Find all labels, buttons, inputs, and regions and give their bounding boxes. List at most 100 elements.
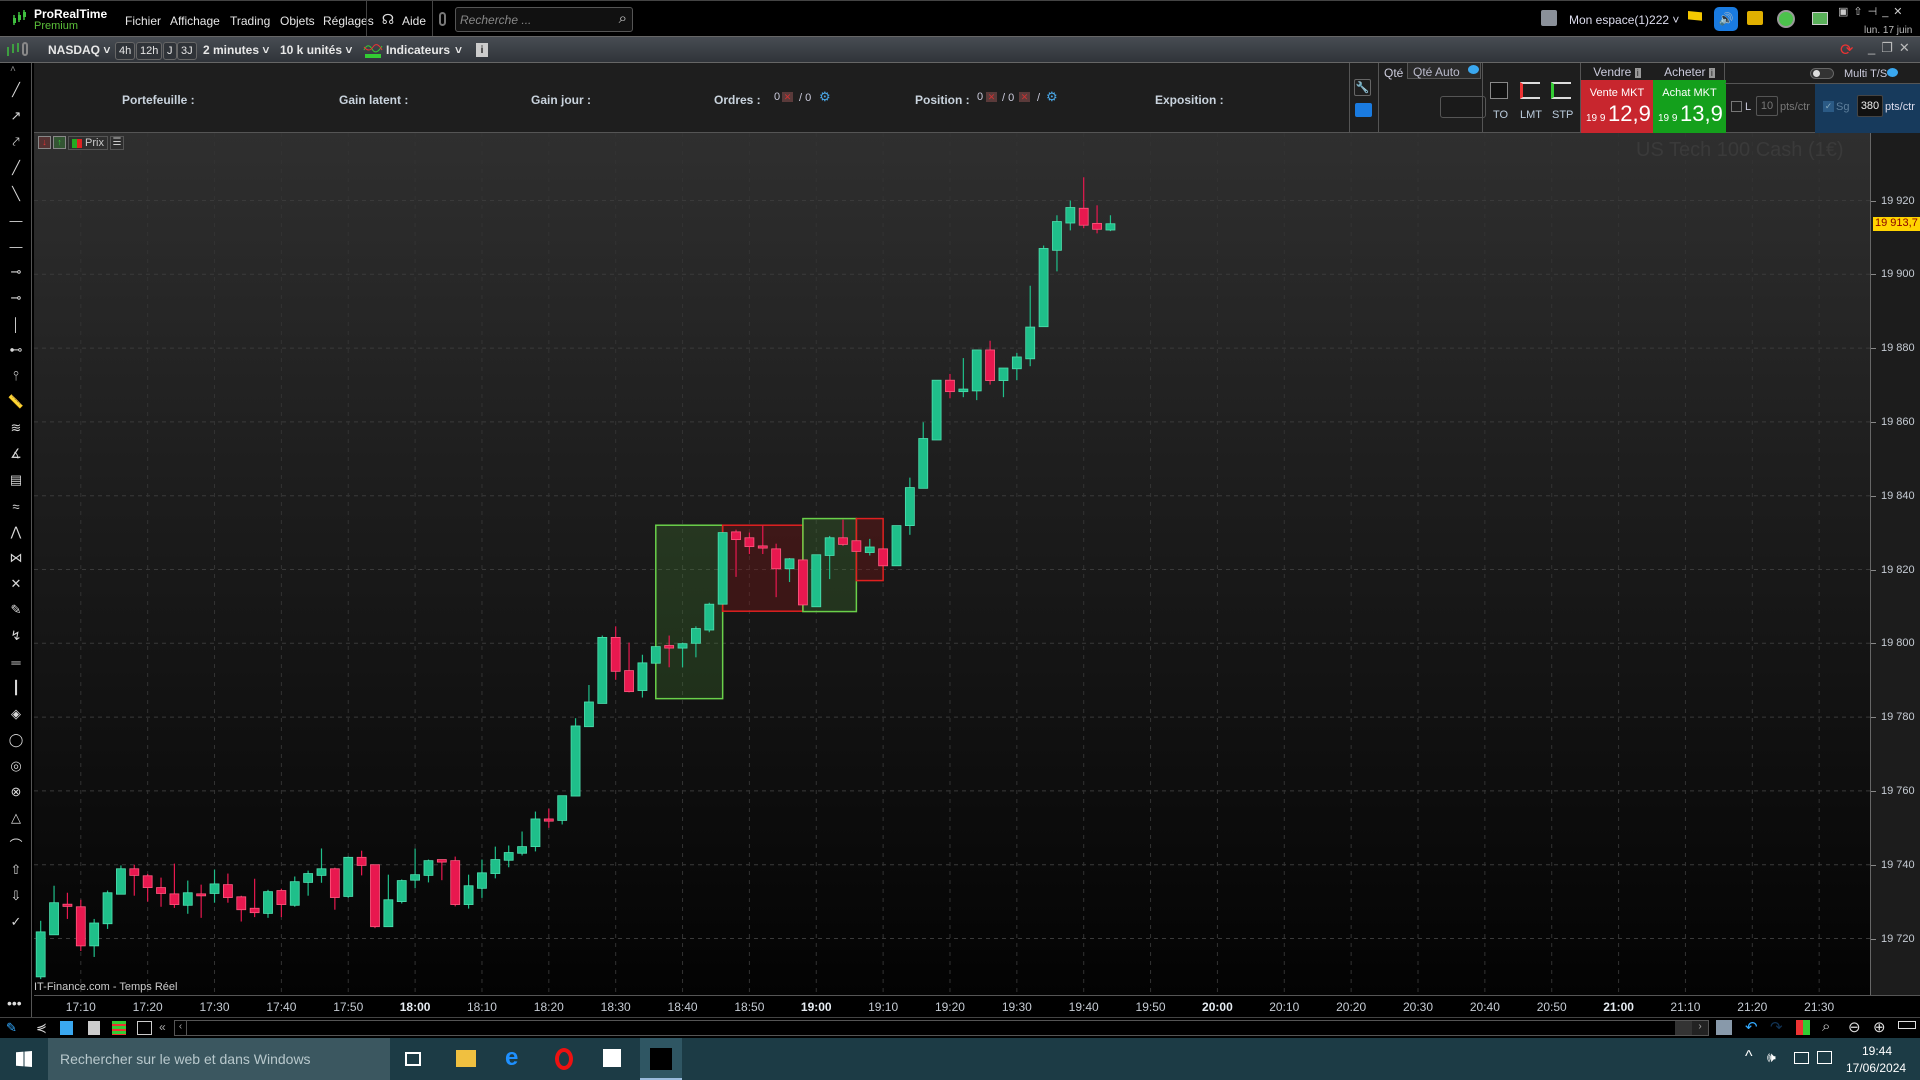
price-chart[interactable]: US Tech 100 Cash (1€) IT-Finance.com - T…	[34, 133, 1870, 995]
price-axis[interactable]: 19 720 19 740 19 760 19 780 19 800 19 820 19 8…	[1870, 133, 1920, 995]
info-icon[interactable]: i	[476, 43, 488, 57]
search-input[interactable]: Recherche ... ⌕	[455, 7, 633, 32]
info-icon[interactable]: i	[1708, 68, 1715, 78]
cancel-orders-icon[interactable]: ✕	[782, 92, 793, 102]
stop-order-button[interactable]: STP	[1552, 109, 1574, 121]
price-series-button[interactable]: Prix	[68, 136, 108, 150]
timeframe-selector[interactable]: 2 minutes ˅	[203, 43, 270, 57]
search-icon[interactable]: ⌕	[618, 10, 627, 27]
time-axis[interactable]: 17:10 17:20 17:30 17:40 17:50 18:00 18:10 18:20…	[34, 995, 1920, 1017]
workspace-selector[interactable]: Mon espace(1)222 ˅	[1569, 13, 1680, 27]
windows-start-icon[interactable]	[16, 1051, 32, 1067]
zoom-out-icon[interactable]: ⊖	[1848, 1019, 1861, 1036]
half-line-tool-icon[interactable]: ⊸	[10, 290, 22, 305]
quantity-input[interactable]	[1440, 96, 1486, 118]
vertical-line-tool-icon[interactable]: │	[11, 316, 21, 332]
link-icon[interactable]	[22, 42, 28, 56]
store-icon[interactable]	[603, 1049, 621, 1067]
save-icon[interactable]	[1541, 10, 1557, 26]
brush-tool-icon[interactable]: ✎	[10, 602, 22, 617]
close-position-icon[interactable]: ✕	[986, 92, 997, 102]
undo-icon[interactable]: ↶	[1745, 1019, 1758, 1036]
list-icon[interactable]: ☰	[109, 136, 124, 150]
indicators-dropdown[interactable]: ˅	[455, 43, 463, 57]
zoom-in-icon[interactable]: ⊕	[1873, 1019, 1886, 1036]
tools-scroll-up-icon[interactable]: ˄	[10, 64, 16, 75]
sg-checkbox[interactable]: ✓	[1823, 101, 1834, 112]
candlestick-plot[interactable]	[34, 133, 1870, 995]
link-icon[interactable]	[439, 12, 446, 26]
network-icon[interactable]	[1794, 1052, 1809, 1064]
menu-affichage[interactable]: Affichage	[170, 14, 220, 28]
period-j[interactable]: J	[163, 42, 177, 60]
vertical-channel-tool-icon[interactable]: ┃	[12, 680, 20, 695]
line-tool-icon[interactable]: ╱	[12, 82, 20, 97]
menu-trading[interactable]: Trading	[230, 14, 271, 28]
to-order-icon[interactable]	[1490, 82, 1508, 99]
cross-tool-icon[interactable]: ✕	[10, 576, 22, 591]
trend-line-tool-icon[interactable]: ╱	[12, 160, 20, 175]
limit-order-button[interactable]: LMT	[1520, 109, 1542, 121]
target-tool-icon[interactable]: ⊗	[10, 784, 22, 799]
period-12h[interactable]: 12h	[136, 42, 163, 60]
panel-window-controls[interactable]: _❐✕	[1868, 40, 1916, 55]
menu-reglages[interactable]: Réglages	[323, 14, 374, 28]
buy-market-button[interactable]: Achat MKT 19 9 13,9	[1653, 80, 1726, 133]
task-view-icon[interactable]	[405, 1052, 421, 1066]
pencil-icon[interactable]: ✎	[6, 1020, 17, 1035]
sync-icon[interactable]	[1777, 10, 1795, 28]
horizontal-ray-tool-icon[interactable]: —	[9, 238, 23, 254]
multi-ts-toggle[interactable]	[1810, 68, 1834, 79]
taskbar-search-box[interactable]: Rechercher sur le web et dans Windows	[48, 1038, 390, 1080]
prorealtime-taskbar-button[interactable]	[640, 1038, 682, 1080]
zigzag-tool-icon[interactable]: ↯	[10, 628, 22, 643]
tab-qty[interactable]: Qté	[1384, 66, 1404, 80]
sell-arrow-icon[interactable]: ↓	[38, 136, 51, 149]
notifications-icon[interactable]	[1817, 1051, 1832, 1064]
scroll-left-icon[interactable]: ‹	[175, 1021, 187, 1035]
pattern-tool-icon[interactable]: ⋈	[9, 550, 23, 565]
wave-tool-icon[interactable]: ⋀	[10, 524, 22, 539]
speaker-icon[interactable]: 🔊	[1714, 7, 1738, 31]
triangle-tool-icon[interactable]: △	[11, 810, 21, 825]
wrench-icon[interactable]: 🔧	[1354, 79, 1371, 96]
arc-tool-icon[interactable]: ⌒	[9, 837, 23, 853]
parallel-tool-icon[interactable]: ⊷	[9, 342, 23, 357]
period-4h[interactable]: 4h	[115, 42, 136, 60]
indicators-button[interactable]: Indicateurs	[386, 43, 451, 57]
tab-qty-auto[interactable]: Qté Auto	[1407, 63, 1481, 79]
channel-tool-icon[interactable]: ≈	[12, 498, 20, 514]
share-icon[interactable]: ⋞	[36, 1020, 47, 1035]
report-icon[interactable]	[88, 1021, 100, 1035]
diagonal-line-tool-icon[interactable]: ╲	[12, 186, 20, 201]
rectangle-tool-icon[interactable]: ◈	[11, 706, 21, 721]
units-selector[interactable]: 10 k unités ˅	[280, 43, 353, 57]
info-icon[interactable]: i	[1634, 68, 1641, 78]
angle-tool-icon[interactable]: ∡	[10, 446, 22, 461]
orders-settings-icon[interactable]: ⚙	[819, 89, 831, 104]
volume-icon[interactable]: 🕪	[1767, 1049, 1776, 1065]
keyboard-shortcuts-icon[interactable]	[1898, 1021, 1916, 1029]
window-controls[interactable]: ▣⇧⊣_✕	[1838, 6, 1908, 18]
headset-icon[interactable]: ☊	[381, 10, 395, 27]
limit-order-icon[interactable]	[1520, 82, 1540, 99]
l-checkbox[interactable]	[1731, 101, 1742, 112]
orderbook-icon[interactable]	[112, 1021, 126, 1035]
market-selector[interactable]: NASDAQ ˅	[48, 43, 111, 57]
circle-tool-icon[interactable]: ◎	[10, 758, 22, 773]
file-explorer-icon[interactable]	[456, 1050, 476, 1067]
sg-input[interactable]: 380	[1857, 95, 1883, 117]
keyboard-icon[interactable]	[1355, 103, 1372, 117]
auto-zoom-icon[interactable]: ⌕	[1822, 1018, 1831, 1035]
menu-fichier[interactable]: Fichier	[125, 14, 162, 28]
calendar-icon[interactable]	[1716, 1020, 1732, 1035]
stop-order-icon[interactable]	[1551, 82, 1571, 99]
scrollbar-thumb[interactable]	[1675, 1021, 1692, 1035]
ray-tool-icon[interactable]: ↗	[10, 108, 22, 123]
to-order-button[interactable]: TO	[1493, 109, 1509, 121]
lock-orders-icon[interactable]	[1747, 11, 1763, 25]
more-tools-icon[interactable]: •••	[7, 995, 22, 1011]
chart-scrollbar[interactable]: ‹ ›	[174, 1020, 1709, 1036]
arrow-down-tool-icon[interactable]: ⇩	[10, 888, 22, 903]
menu-objets[interactable]: Objets	[280, 14, 315, 28]
